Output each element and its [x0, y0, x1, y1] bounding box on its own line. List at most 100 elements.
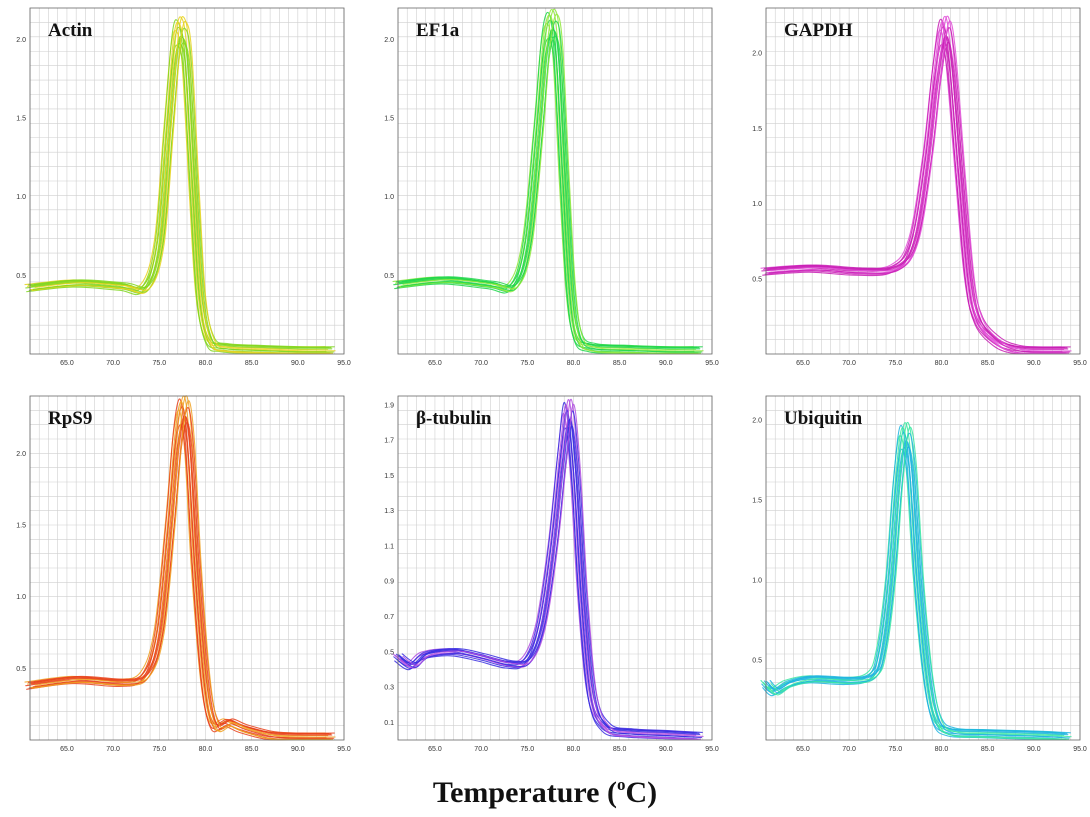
x-tick-label: 70.0 [106, 746, 120, 753]
y-tick-label: 1.3 [384, 508, 394, 515]
y-tick-label: 1.5 [384, 116, 394, 123]
x-tick-label: 75.0 [888, 746, 902, 753]
chart-title: Actin [48, 20, 93, 41]
chart-svg: 65.0 70.0 75.0 80.0 85.0 90.0 95.0 0.5 1.0 1.5 2.0… [752, 395, 1087, 753]
x-tick-label: 70.0 [106, 360, 120, 367]
y-tick-label: 1.7 [384, 438, 394, 445]
x-tick-label: 90.0 [1027, 360, 1041, 367]
plot-frame [397, 7, 713, 355]
x-tick-label: 80.0 [567, 360, 581, 367]
y-tick-label: 0.5 [384, 273, 394, 280]
y-tick-label: 1.5 [16, 116, 26, 123]
melt-curve-replicate [769, 27, 1071, 348]
melt-curves [760, 421, 1072, 740]
y-tick-label: 1.0 [16, 194, 26, 201]
melt-curve-replicate [401, 410, 703, 733]
x-axis-label-end: C) [625, 776, 658, 809]
y-tick-label: 1.5 [16, 523, 26, 530]
melt-curve-replicate [30, 35, 332, 349]
chart-svg: 65.0 70.0 75.0 80.0 85.0 90.0 95.0 0.5 1.0 1.5 2.0… [16, 7, 351, 367]
y-tick-label: 1.5 [384, 473, 394, 480]
x-tick-label: 65.0 [60, 360, 74, 367]
grid [29, 396, 345, 740]
x-tick-label: 80.0 [199, 746, 213, 753]
x-axis-label: Temperature (oC) [0, 775, 1090, 810]
chart-svg: 65.0 70.0 75.0 80.0 85.0 90.0 95.0 0.1 0.3 0.5 0.7… [384, 395, 719, 753]
melt-curve-replicate [768, 41, 1071, 353]
melt-curve-replicate [402, 403, 704, 737]
melt-curve-replicate [26, 424, 328, 741]
chart-panel-rps9: 65.0 70.0 75.0 80.0 85.0 90.0 95.0 0.5 1.0 1.5 2.0… [0, 388, 354, 766]
y-tick-label: 0.9 [384, 579, 394, 586]
melt-curve-replicate [34, 400, 336, 738]
y-tick-label: 0.5 [384, 649, 394, 656]
x-tick-label: 80.0 [935, 746, 949, 753]
chart-panel-ubiquitin: 65.0 70.0 75.0 80.0 85.0 90.0 95.0 0.5 1.0 1.5 2.0… [736, 388, 1090, 766]
y-tick-label: 1.0 [16, 594, 26, 601]
grid [397, 8, 713, 354]
x-tick-label: 65.0 [60, 746, 74, 753]
x-tick-label: 95.0 [337, 360, 351, 367]
melt-curves [392, 8, 704, 354]
x-tick-label: 65.0 [428, 746, 442, 753]
plot-frame [29, 7, 345, 355]
x-tick-label: 75.0 [520, 746, 534, 753]
melt-curve-replicate [31, 15, 334, 354]
x-tick-label: 80.0 [567, 746, 581, 753]
x-tick-label: 85.0 [613, 360, 627, 367]
y-tick-label: 1.0 [384, 194, 394, 201]
melt-curve-replicate [33, 407, 335, 734]
x-tick-label: 65.0 [796, 360, 810, 367]
x-tick-label: 95.0 [1073, 746, 1087, 753]
melt-curve-replicate [770, 20, 1072, 352]
y-tick-label: 1.0 [752, 201, 762, 208]
x-tick-label: 80.0 [199, 360, 213, 367]
y-tick-label: 2.0 [752, 51, 762, 58]
x-tick-label: 90.0 [291, 360, 305, 367]
melt-curve-replicate [400, 35, 703, 353]
y-tick-label: 2.0 [16, 37, 26, 44]
y-tick-label: 0.5 [752, 658, 762, 665]
x-tick-label: 70.0 [842, 360, 856, 367]
melt-curve-replicate [767, 421, 1070, 740]
y-tick-label: 0.5 [16, 666, 26, 673]
chart-title: β-tubulin [416, 408, 492, 429]
melt-curves [24, 395, 336, 741]
chart-panel-actin: 65.0 70.0 75.0 80.0 85.0 90.0 95.0 0.5 1.0 1.5 2.0… [0, 0, 354, 380]
y-tick-label: 0.1 [384, 720, 394, 727]
y-tick-label: 0.5 [16, 273, 26, 280]
grid [765, 8, 1081, 354]
melt-curve-replicate [34, 20, 336, 352]
y-tick-label: 1.5 [752, 126, 762, 133]
x-tick-label: 65.0 [428, 360, 442, 367]
melt-curve-replicate [26, 44, 328, 354]
x-tick-label: 70.0 [842, 746, 856, 753]
y-tick-label: 0.5 [752, 276, 762, 283]
x-axis-label-degree: o [616, 775, 626, 794]
plot-frame [29, 395, 345, 741]
melt-curve-replicate [766, 35, 1068, 349]
melt-curve-replicate [399, 8, 702, 354]
melt-curves [760, 15, 1072, 355]
chart-title: EF1a [416, 20, 460, 41]
x-tick-label: 70.0 [474, 746, 488, 753]
x-tick-label: 90.0 [659, 360, 673, 367]
chart-title: RpS9 [48, 408, 92, 429]
y-tick-label: 0.7 [384, 614, 394, 621]
melt-curve-replicate [394, 37, 696, 354]
x-tick-label: 65.0 [796, 746, 810, 753]
y-tick-label: 1.1 [384, 543, 394, 550]
melt-curves [24, 15, 336, 354]
chart-title: Ubiquitin [784, 408, 863, 429]
x-tick-label: 85.0 [245, 360, 259, 367]
y-tick-label: 0.3 [384, 685, 394, 692]
y-tick-label: 2.0 [752, 418, 762, 425]
melt-curve-replicate [767, 440, 1069, 736]
x-tick-label: 70.0 [474, 360, 488, 367]
melt-curve-replicate [401, 20, 703, 348]
y-tick-label: 2.0 [384, 37, 394, 44]
x-tick-label: 85.0 [981, 746, 995, 753]
x-tick-label: 95.0 [705, 746, 719, 753]
plot-frame [765, 7, 1081, 355]
chart-title: GAPDH [784, 20, 853, 41]
